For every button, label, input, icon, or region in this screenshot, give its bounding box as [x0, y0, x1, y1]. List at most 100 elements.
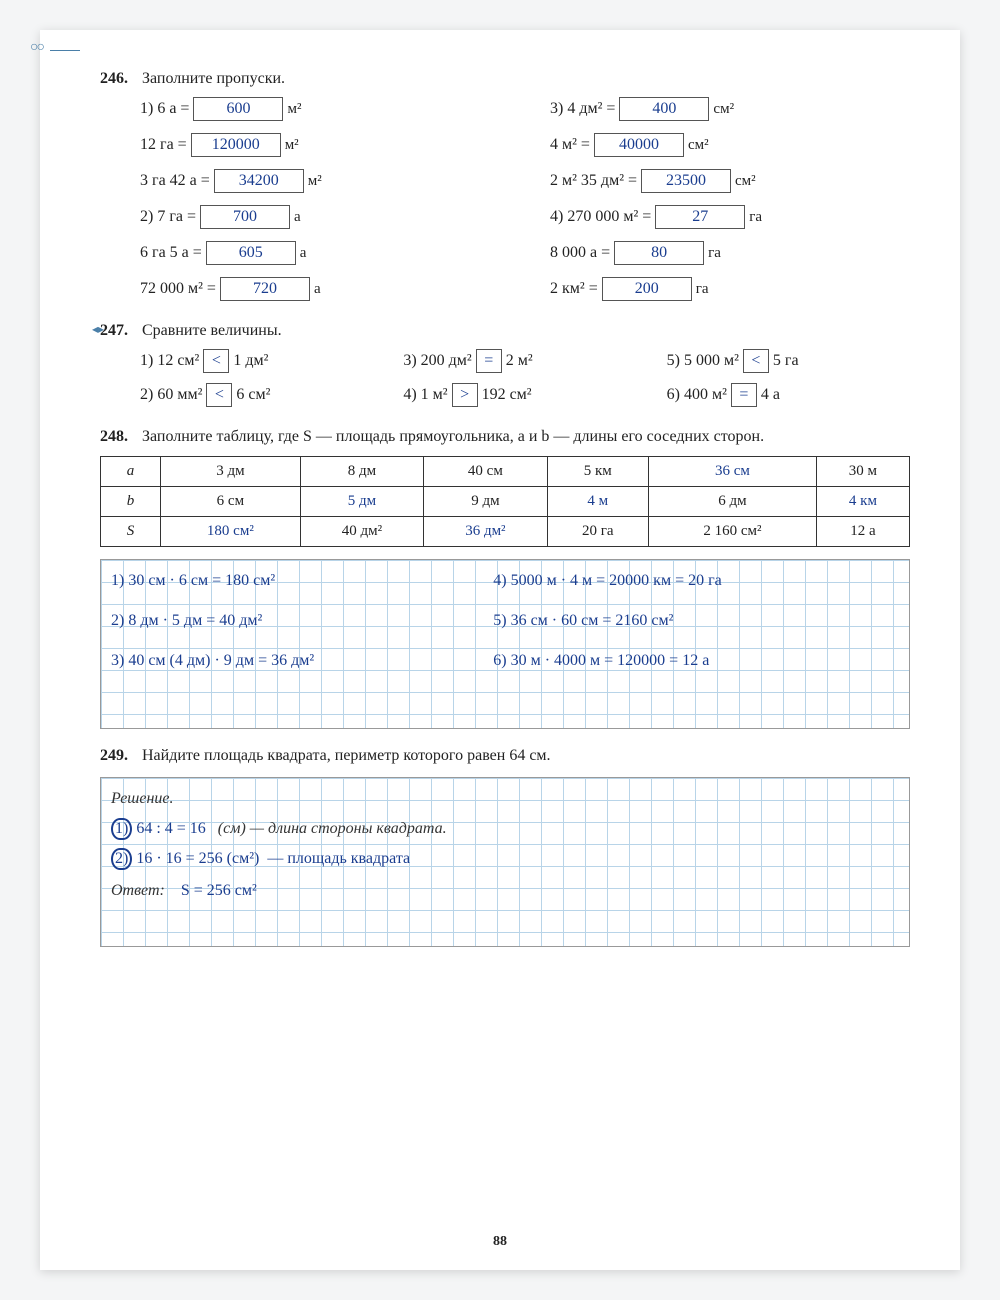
fill-row: 3) 4 дм² = 400 см² [550, 94, 910, 124]
expr-label: 6 га 5 а = [140, 244, 202, 261]
table-cell: 9 дм [424, 487, 547, 517]
answer-box: 600 [193, 97, 283, 121]
fill-row: 2 км² = 200 га [550, 274, 910, 304]
cmp-box: = [731, 383, 757, 407]
expr-label: 3 га 42 а = [140, 172, 210, 189]
expr-label: 2 км² = [550, 280, 598, 297]
table-cell: 8 дм [300, 457, 423, 487]
unit-label: га [696, 281, 709, 297]
unit-label: а [294, 209, 301, 225]
answer-box: 200 [602, 277, 692, 301]
fill-row: 8 000 а = 80 га [550, 238, 910, 268]
col-right: 3) 4 дм² = 400 см²4 м² = 40000 см²2 м² 3… [500, 88, 910, 304]
table-cell: 6 дм [648, 487, 816, 517]
unit-label: а [300, 245, 307, 261]
fill-row: 4) 270 000 м² = 27 га [550, 202, 910, 232]
step-number: 1) [111, 818, 132, 840]
cmp-box: < [743, 349, 769, 373]
compare-item: 2) 60 мм² < 6 см² [140, 380, 353, 410]
cmp-right: 2 м² [506, 352, 533, 369]
problem-249: 249. Найдите площадь квадрата, периметр … [100, 747, 910, 947]
unit-label: а [314, 281, 321, 297]
unit-label: га [708, 245, 721, 261]
solution-line: 2) 16 · 16 = 256 (см²) — площадь квадрат… [111, 848, 899, 870]
fill-row: 3 га 42 а = 34200 м² [140, 166, 500, 196]
answer-value: S = 256 см² [181, 882, 257, 899]
answer-box: 23500 [641, 169, 731, 193]
problem-number: 246. [100, 70, 138, 88]
problem-number: 247. [100, 322, 138, 340]
work-line: 1) 30 см · 6 см = 180 см² [111, 570, 489, 592]
step-note: (см) — длина стороны квадрата. [218, 820, 447, 837]
unit-label: см² [688, 137, 709, 153]
compare-item: 5) 5 000 м² < 5 га [667, 346, 880, 376]
step-number: 2) [111, 848, 132, 870]
fill-row: 2) 7 га = 700 а [140, 202, 500, 232]
cmp-left: 6) 400 м² [667, 386, 727, 403]
step-calc: 16 · 16 = 256 (см²) [136, 850, 259, 867]
table-row: a3 дм8 дм40 см5 км36 см30 м [101, 457, 910, 487]
work-line: 2) 8 дм · 5 дм = 40 дм² [111, 610, 489, 632]
work-line: 5) 36 см · 60 см = 2160 см² [493, 610, 871, 632]
row-header: a [101, 457, 161, 487]
cmp-right: 1 дм² [233, 352, 268, 369]
answer-box: 80 [614, 241, 704, 265]
unit-label: см² [735, 173, 756, 189]
nav-arrows-icon: ◂▸ [92, 322, 104, 337]
expr-label: 1) 6 а = [140, 100, 189, 117]
fill-row: 12 га = 120000 м² [140, 130, 500, 160]
unit-label: м² [287, 101, 301, 117]
work-line: 4) 5000 м · 4 м = 20000 км = 20 га [493, 570, 871, 592]
unit-label: см² [713, 101, 734, 117]
answer-box: 34200 [214, 169, 304, 193]
table-row: S180 см²40 дм²36 дм²20 га2 160 см²12 а [101, 517, 910, 547]
problem-number: 248. [100, 428, 138, 446]
problem-title: Найдите площадь квадрата, периметр котор… [142, 747, 551, 764]
table-cell: 20 га [547, 517, 648, 547]
expr-label: 2) 7 га = [140, 208, 196, 225]
cmp-right: 5 га [773, 352, 799, 369]
table-cell: 40 дм² [300, 517, 423, 547]
table-cell: 4 м [547, 487, 648, 517]
answer-box: 40000 [594, 133, 684, 157]
page-decor-circles: ○○ [30, 40, 43, 56]
cmp-box: < [206, 383, 232, 407]
expr-label: 8 000 а = [550, 244, 610, 261]
problem-247-body: 1) 12 см² < 1 дм²3) 200 дм² = 2 м²5) 5 0… [140, 346, 910, 410]
answer-box: 120000 [191, 133, 281, 157]
table-cell: 40 см [424, 457, 547, 487]
cmp-box: > [452, 383, 478, 407]
cmp-box: < [203, 349, 229, 373]
expr-label: 2 м² 35 дм² = [550, 172, 637, 189]
table-cell: 36 см [648, 457, 816, 487]
work-line: 3) 40 см (4 дм) · 9 дм = 36 дм² [111, 650, 489, 672]
work-left: 1) 30 см · 6 см = 180 см² 2) 8 дм · 5 дм … [111, 570, 489, 690]
problem-title: Сравните величины. [142, 322, 282, 339]
fill-row: 72 000 м² = 720 а [140, 274, 500, 304]
cmp-left: 5) 5 000 м² [667, 352, 739, 369]
cmp-left: 3) 200 дм² [403, 352, 471, 369]
workspace-248: 1) 30 см · 6 см = 180 см² 2) 8 дм · 5 дм … [100, 559, 910, 729]
workspace-249: Решение. 1) 64 : 4 = 16 (см) — длина сто… [100, 777, 910, 947]
answer-box: 720 [220, 277, 310, 301]
compare-item: 3) 200 дм² = 2 м² [403, 346, 616, 376]
table-cell: 3 дм [161, 457, 301, 487]
row-header: b [101, 487, 161, 517]
problem-246: 246. Заполните пропуски. 1) 6 а = 600 м²… [100, 70, 910, 304]
answer-box: 400 [619, 97, 709, 121]
answer-box: 700 [200, 205, 290, 229]
fill-row: 2 м² 35 дм² = 23500 см² [550, 166, 910, 196]
expr-label: 12 га = [140, 136, 187, 153]
answer-box: 605 [206, 241, 296, 265]
problem-246-body: 1) 6 а = 600 м² 12 га = 120000 м² 3 га 42 … [100, 88, 910, 304]
answer-label: Ответ: [111, 882, 165, 899]
unit-label: га [749, 209, 762, 225]
expr-label: 72 000 м² = [140, 280, 216, 297]
answer-box: 27 [655, 205, 745, 229]
cmp-right: 4 а [761, 386, 780, 403]
cmp-box: = [476, 349, 502, 373]
step-note: — площадь квадрата [267, 850, 410, 867]
solution-line: 1) 64 : 4 = 16 (см) — длина стороны квад… [111, 818, 899, 840]
problem-248: 248. Заполните таблицу, где S — площадь … [100, 428, 910, 729]
step-calc: 64 : 4 = 16 [136, 820, 205, 837]
